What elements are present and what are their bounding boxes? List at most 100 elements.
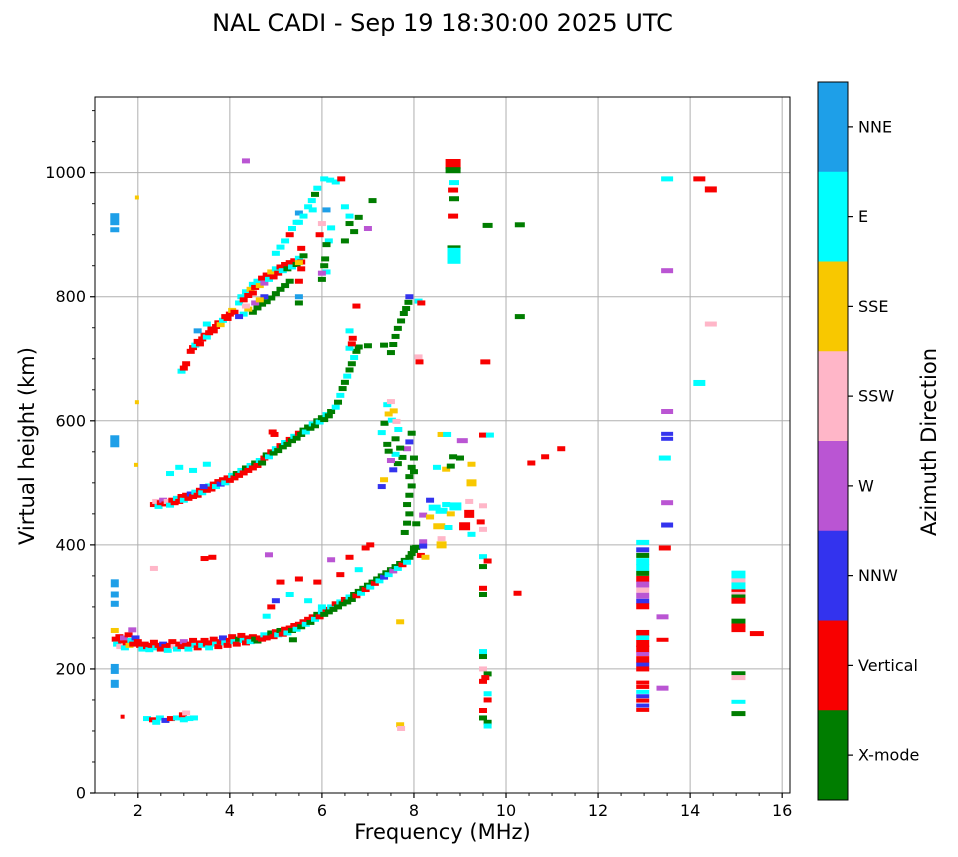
data-point (313, 185, 322, 191)
data-point (294, 300, 303, 306)
data-point (193, 492, 202, 498)
data-point (179, 639, 188, 645)
data-point (483, 723, 492, 729)
svg-text:14: 14 (680, 801, 700, 820)
data-point (166, 471, 175, 477)
data-point (244, 293, 253, 299)
data-point (311, 191, 320, 197)
data-point (636, 656, 650, 664)
data-point (283, 266, 292, 272)
data-point (163, 498, 172, 504)
data-point (177, 644, 186, 650)
data-point (352, 593, 361, 599)
data-point (455, 455, 464, 461)
data-point (262, 635, 271, 641)
data-point (446, 463, 455, 469)
data-point (483, 719, 492, 725)
data-point (324, 609, 333, 615)
data-point (636, 575, 650, 582)
data-point (119, 635, 128, 641)
chart-title: NAL CADI - Sep 19 18:30:00 2025 UTC (212, 9, 673, 37)
data-point (731, 597, 746, 604)
data-point (143, 716, 152, 722)
data-point (396, 722, 405, 728)
colorbar: NNE E SSE SSW W NNW Vertical X-mode (817, 81, 919, 801)
data-point (322, 207, 331, 213)
data-point (288, 637, 297, 643)
data-point (436, 541, 447, 549)
svg-text:16: 16 (772, 801, 792, 820)
data-point (235, 314, 244, 320)
data-point (294, 219, 303, 225)
data-point (464, 509, 475, 518)
data-point (149, 639, 158, 645)
data-point (414, 354, 423, 360)
data-point (149, 502, 158, 508)
data-point (198, 490, 207, 496)
colorbar-segment-NNW (818, 530, 848, 621)
data-point (308, 207, 317, 213)
data-point (479, 564, 488, 570)
data-point (479, 649, 488, 655)
data-point (433, 523, 446, 530)
colorbar-tick-label: SSW (858, 387, 894, 406)
data-point (186, 641, 195, 647)
data-point (417, 300, 426, 306)
data-point (161, 717, 170, 723)
data-point (191, 342, 200, 348)
data-point (347, 361, 356, 367)
data-point (182, 642, 191, 648)
data-point (186, 348, 195, 354)
data-point (394, 426, 403, 432)
data-point (384, 411, 393, 417)
data-point (182, 361, 191, 367)
data-point (481, 675, 490, 681)
data-point (731, 711, 746, 717)
data-point (179, 497, 188, 503)
data-point (218, 317, 227, 323)
data-point (225, 311, 234, 317)
data-point (120, 714, 125, 719)
data-point (294, 576, 303, 582)
data-point (110, 663, 119, 674)
data-point (403, 502, 412, 508)
data-point (636, 598, 650, 604)
data-point (147, 642, 156, 648)
data-point (402, 306, 411, 312)
data-point (294, 210, 303, 216)
data-point (693, 379, 706, 386)
data-point (393, 325, 402, 331)
data-point (129, 641, 138, 647)
data-point (661, 431, 674, 436)
data-point (479, 715, 488, 721)
colorbar-segment-SSW (818, 351, 848, 442)
data-point (398, 454, 407, 460)
data-point (731, 582, 746, 591)
svg-text:0: 0 (76, 784, 86, 803)
data-point (345, 367, 354, 373)
data-point (479, 591, 488, 597)
data-point (253, 462, 262, 468)
data-point (386, 458, 395, 464)
data-point (479, 503, 488, 509)
data-point (237, 294, 246, 300)
data-point (636, 558, 650, 566)
data-point (361, 587, 370, 593)
data-point (405, 294, 414, 300)
data-point (405, 439, 414, 445)
data-point (368, 198, 377, 204)
data-point (336, 392, 345, 398)
svg-text:12: 12 (588, 801, 608, 820)
data-point (170, 500, 179, 506)
data-point (324, 238, 333, 244)
data-point (389, 408, 398, 414)
data-point (253, 278, 262, 284)
data-point (287, 226, 296, 232)
data-point (207, 486, 216, 492)
data-point (661, 522, 674, 528)
colorbar-tick-label: NNW (858, 566, 898, 585)
data-point (465, 498, 474, 504)
data-point (264, 276, 273, 282)
data-point (244, 635, 253, 641)
